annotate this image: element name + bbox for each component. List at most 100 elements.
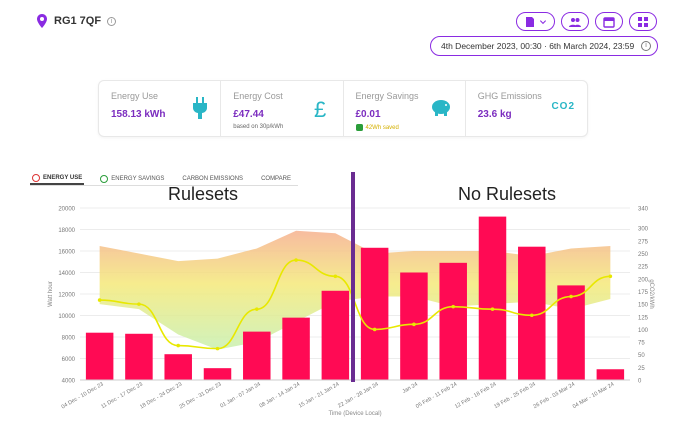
y2-tick-label: 125 — [638, 315, 649, 321]
tab-label: ENERGY SAVINGS — [111, 175, 165, 182]
bar — [400, 272, 428, 380]
tab-carbon-emissions[interactable]: CARBON EMISSIONS — [180, 172, 245, 185]
y2-tick-label: 200 — [638, 277, 649, 283]
y-tick-label: 18000 — [58, 228, 75, 234]
line-point — [294, 258, 298, 262]
toolbar — [516, 12, 657, 31]
x-axis-label: Time (Device Local) — [328, 411, 381, 417]
y2-tick-label: 275 — [638, 239, 649, 245]
bar — [282, 317, 310, 380]
x-tick-label: 18 Dec - 24 Dec 23 — [139, 382, 183, 411]
carbon-intensity-line — [99, 259, 611, 350]
grid-icon — [638, 16, 648, 27]
y2-tick-label: 150 — [638, 303, 649, 309]
x-tick-label: 15 Jan - 21 Jan 24 — [298, 382, 340, 410]
card-title: Energy Savings — [355, 91, 419, 101]
card-value: £0.01 — [355, 109, 381, 120]
date-range-picker[interactable]: 4th December 2023, 00:30 · 6th March 202… — [430, 36, 658, 56]
y-axis-label: Watt hour — [48, 281, 54, 307]
card-value: 158.13 kWh — [111, 109, 166, 120]
card-value: 23.6 kg — [477, 109, 512, 120]
chevron-down-icon — [539, 19, 547, 24]
card-subtitle: based on 30p/kWh — [233, 124, 284, 130]
card-subtitle: 42Wh saved — [355, 124, 455, 131]
y2-tick-label: 0 — [638, 379, 642, 385]
y-tick-label: 12000 — [58, 293, 75, 299]
line-point — [97, 298, 102, 302]
bar — [164, 354, 192, 380]
line-point — [608, 274, 613, 279]
tab-compare[interactable]: COMPARE — [259, 172, 293, 185]
users-icon — [569, 17, 581, 27]
info-icon[interactable]: i — [641, 41, 651, 51]
card-title: Energy Cost — [233, 91, 283, 101]
energy-chart: 4000 6000 8000 10000 12000 14000 16000 18000 200… — [48, 207, 654, 418]
line-point — [176, 343, 181, 348]
line-point — [333, 274, 338, 279]
rulesets-heading: Rulesets — [168, 184, 239, 204]
line-point — [529, 313, 534, 318]
calendar-button[interactable] — [595, 12, 623, 31]
x-tick-label: 04 Mar - 10 Mar 24 — [572, 382, 616, 411]
y2-tick-label: 50 — [638, 353, 645, 359]
y2-tick-label: 340 — [638, 207, 649, 213]
location-pin-icon — [37, 14, 47, 28]
bar — [596, 369, 625, 380]
x-tick-label: 22 Jan - 28 Jan 24 — [337, 382, 379, 410]
card-value: £47.44 — [233, 109, 264, 120]
y-tick-label: 16000 — [58, 250, 75, 256]
x-tick-label: 05 Feb - 11 Feb 24 — [415, 382, 458, 410]
users-button[interactable] — [561, 12, 589, 31]
bar — [439, 262, 467, 380]
piggy-bank-icon — [431, 100, 450, 116]
x-tick-label: Jan 24 — [402, 382, 419, 395]
energy-cost-card: Energy Cost £47.44 based on 30p/kWh £ — [221, 81, 344, 136]
report-dropdown-button[interactable] — [516, 12, 555, 31]
date-range-label: 4th December 2023, 00:30 · 6th March 202… — [441, 41, 635, 51]
tab-energy-use[interactable]: ENERGY USE — [30, 172, 85, 185]
bar — [360, 247, 389, 380]
line-point — [254, 307, 259, 311]
y2-tick-label: 25 — [638, 366, 645, 372]
info-icon[interactable]: i — [107, 16, 117, 26]
y2-tick-label: 300 — [638, 227, 649, 233]
x-tick-label: 08 Jan - 14 Jan 24 — [259, 382, 301, 410]
x-tick-label: 26 Feb - 03 Mar 24 — [533, 382, 577, 411]
plug-icon — [193, 97, 208, 119]
x-tick-label: 01 Jan - 07 Jan 24 — [219, 382, 261, 410]
y2-axis-label: gCO2/kWh — [648, 279, 654, 308]
y2-tick-label: 250 — [638, 252, 649, 258]
savings-label: 42Wh saved — [365, 124, 399, 131]
line-point — [215, 346, 220, 351]
svg-text:£: £ — [314, 97, 326, 121]
bar — [243, 331, 271, 380]
tab-label: ENERGY USE — [43, 174, 83, 181]
y-tick-label: 10000 — [58, 314, 75, 320]
ghg-emissions-card: GHG Emissions 23.6 kg CO2 — [466, 81, 587, 136]
location-label: RG1 7QF — [54, 15, 102, 27]
y2-tick-label: 175 — [638, 290, 649, 296]
energy-use-card: Energy Use 158.13 kWh — [99, 81, 222, 136]
savings-icon — [100, 174, 109, 183]
y-tick-label: 6000 — [62, 357, 76, 363]
card-title: Energy Use — [111, 91, 159, 101]
pound-icon: £ — [314, 97, 326, 121]
bar — [478, 216, 507, 380]
y-tick-label: 8000 — [62, 336, 76, 342]
line-point — [569, 294, 573, 299]
tab-energy-savings[interactable]: ENERGY SAVINGS — [98, 172, 166, 185]
bar — [321, 290, 350, 380]
bar — [557, 285, 585, 380]
summary-cards: Energy Use 158.13 kWh Energy Cost £47.44… — [98, 80, 588, 137]
x-tick-label: 19 Feb - 25 Feb 24 — [493, 382, 537, 411]
co2-icon: CO2 — [551, 101, 575, 112]
location-selector[interactable]: RG1 7QF i — [36, 14, 117, 28]
y-tick-label: 4000 — [62, 379, 76, 385]
y-tick-label: 14000 — [58, 271, 75, 277]
x-tick-label: 11 Dec - 17 Dec 23 — [100, 382, 144, 411]
dashboard-button[interactable] — [629, 12, 657, 31]
bar — [85, 332, 114, 380]
line-point — [490, 307, 495, 311]
energy-icon — [32, 173, 40, 182]
y2-tick-label: 225 — [638, 265, 649, 271]
